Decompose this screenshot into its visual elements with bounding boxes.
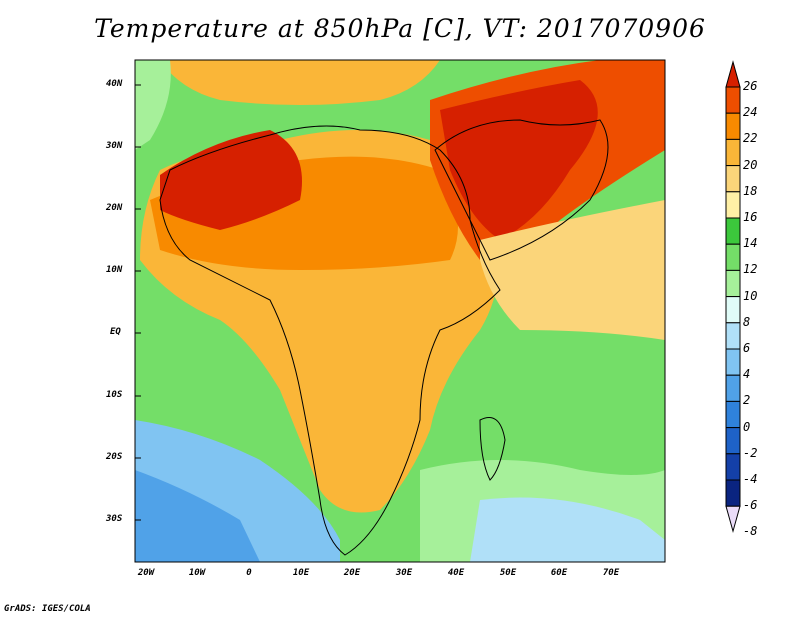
- lon-label: 40E: [447, 568, 465, 578]
- lat-label: 20S: [106, 452, 123, 462]
- lat-label: 20N: [106, 203, 123, 213]
- colorbar: [725, 60, 741, 534]
- colorbar-level-label: 18: [743, 183, 758, 198]
- colorbar-swatch: [725, 479, 741, 507]
- lon-label: 20E: [343, 568, 361, 578]
- colorbar-swatch: [725, 322, 741, 350]
- colorbar-swatch: [725, 374, 741, 402]
- colorbar-swatch: [725, 217, 741, 245]
- colorbar-swatch: [725, 138, 741, 167]
- lat-label: 30N: [106, 141, 123, 151]
- colorbar-swatch: [725, 427, 741, 455]
- lon-label: 60E: [550, 568, 568, 578]
- colorbar-level-label: 16: [743, 210, 758, 224]
- colorbar-level-label: 12: [743, 262, 758, 277]
- colorbar-level-label: -8: [743, 524, 758, 539]
- colorbar-swatch: [725, 112, 741, 140]
- colorbar-swatch: [725, 243, 741, 271]
- colorbar-level-label: 14: [743, 236, 758, 251]
- colorbar-level-label: 10: [743, 288, 758, 303]
- colorbar-level-label: 2: [743, 393, 751, 408]
- temperature-field: [135, 60, 665, 562]
- lon-label: 70E: [602, 568, 620, 578]
- colorbar-swatch: [725, 296, 741, 324]
- colorbar-level-label: 20: [743, 157, 758, 172]
- lat-label: 40N: [106, 79, 123, 89]
- lon-label: 20W: [137, 568, 155, 578]
- colorbar-arrow-bottom: [725, 505, 741, 534]
- lon-label: 50E: [499, 568, 517, 578]
- colorbar-level-label: -2: [743, 445, 758, 460]
- map-frame: [134, 59, 666, 563]
- colorbar-swatch: [725, 400, 741, 429]
- colorbar-swatch: [725, 86, 741, 114]
- lat-label: EQ: [110, 327, 121, 337]
- lat-label: 10N: [106, 265, 123, 275]
- colorbar-level-label: 6: [743, 341, 751, 355]
- colorbar-swatch: [725, 453, 741, 481]
- credit-label: GrADS: IGES/COLA: [4, 604, 91, 614]
- colorbar-swatch: [725, 191, 741, 219]
- colorbar-swatch: [725, 269, 741, 298]
- lon-label: 10W: [188, 568, 206, 578]
- colorbar-level-label: 0: [743, 419, 751, 434]
- lat-label: 30S: [106, 514, 123, 524]
- colorbar-level-label: -6: [743, 498, 758, 513]
- colorbar-level-label: 22: [743, 131, 758, 146]
- map-title: Temperature at 850hPa [C], VT: 201707090…: [94, 14, 706, 43]
- colorbar-swatch: [725, 165, 741, 193]
- lat-label: 10S: [106, 390, 123, 400]
- lon-label: 0: [246, 568, 252, 578]
- colorbar-level-label: -4: [743, 472, 758, 486]
- colorbar-level-label: 4: [743, 367, 751, 382]
- colorbar-level-label: 24: [743, 105, 758, 120]
- colorbar-arrow-top: [725, 60, 741, 88]
- lon-label: 10E: [292, 568, 310, 578]
- colorbar-level-label: 8: [743, 314, 751, 329]
- lon-label: 30E: [395, 568, 413, 578]
- colorbar-level-label: 26: [743, 79, 758, 93]
- colorbar-swatch: [725, 348, 741, 376]
